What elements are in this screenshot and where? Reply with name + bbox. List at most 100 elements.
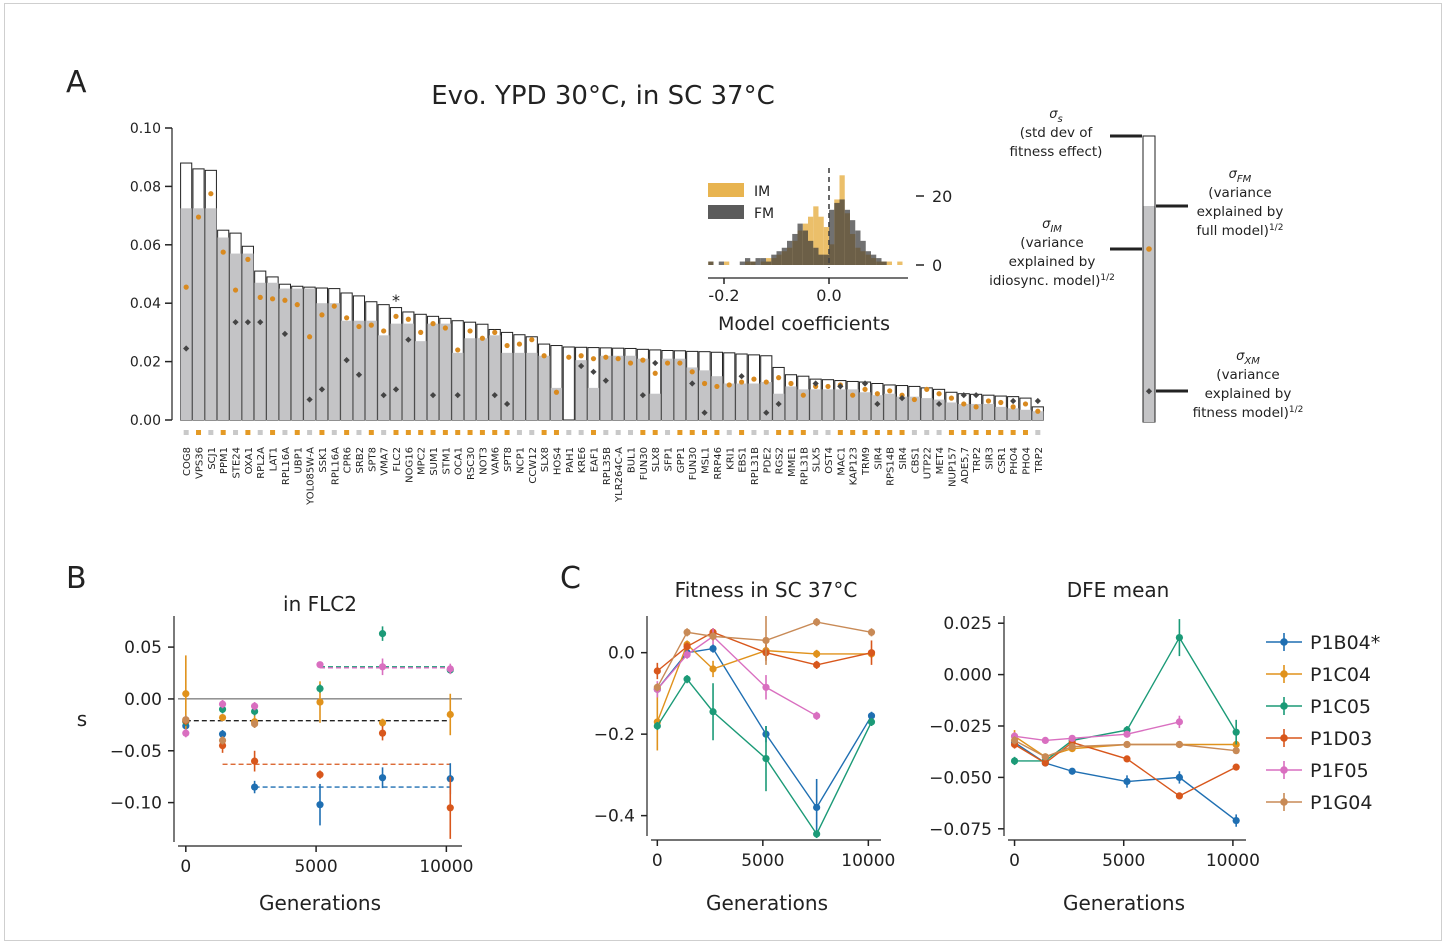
sigma-im-point bbox=[936, 391, 942, 397]
gene-label: RPL2A bbox=[256, 447, 267, 479]
panel-b-y-tick-label: 0.05 bbox=[124, 638, 162, 658]
sigma-fm-bar bbox=[661, 358, 674, 420]
sigma-fm-bar bbox=[402, 323, 414, 420]
gene-label: YOL085W-A bbox=[306, 447, 317, 506]
sigma-im-point bbox=[381, 328, 387, 334]
sigma-xm-point bbox=[281, 330, 289, 337]
inset-fm-bin bbox=[844, 209, 850, 265]
gene-category-marker bbox=[924, 430, 930, 435]
sigma-fm-bar bbox=[859, 392, 871, 420]
gene-category-marker bbox=[751, 430, 757, 435]
panel-c-right-P1F05-point bbox=[1123, 730, 1131, 738]
panel-c-left-P1D03-point bbox=[683, 642, 691, 651]
panel-c-right-line-P1F05 bbox=[1014, 721, 1180, 742]
legend-label: P1B04* bbox=[1310, 632, 1380, 654]
sigma-fm-bar bbox=[933, 399, 945, 420]
gene-category-marker bbox=[899, 430, 905, 435]
gene-category-marker bbox=[677, 430, 683, 435]
schematic-sigma-im-point bbox=[1146, 246, 1152, 252]
sigma-xm-point bbox=[343, 357, 350, 364]
gene-label: SIR3 bbox=[984, 447, 995, 470]
panel-c-right-P1C05-point bbox=[1010, 757, 1019, 765]
panel-c-right-P1D03-point bbox=[1232, 763, 1240, 771]
sigma-xm-point bbox=[392, 386, 400, 393]
panel-b-P1D03-point bbox=[218, 741, 227, 750]
inset-legend-im-label: IM bbox=[754, 184, 770, 200]
sigma-fm-bar bbox=[612, 355, 624, 420]
sigma-im-point bbox=[455, 347, 461, 353]
gene-label: LAT1 bbox=[269, 447, 280, 471]
gene-label: KAP123 bbox=[849, 447, 860, 485]
sigma-fm-bar bbox=[760, 382, 772, 420]
panel-c-right-P1B04-point bbox=[1175, 773, 1184, 782]
sigma-xm-point bbox=[1034, 397, 1041, 405]
gene-label: HOS4 bbox=[552, 447, 563, 475]
gene-label: FUN30 bbox=[639, 447, 650, 480]
sigma-fm-bar bbox=[341, 320, 353, 420]
gene-label: KRE6 bbox=[577, 447, 588, 473]
panel-c-left-line-P1F05 bbox=[656, 635, 817, 717]
gene-category-marker bbox=[726, 430, 732, 435]
sigma-fm-bar bbox=[797, 389, 809, 420]
gene-category-marker bbox=[245, 430, 251, 435]
panel-c-right-y-tick-label: −0.050 bbox=[929, 768, 992, 788]
sigma-fm-bar bbox=[279, 288, 291, 420]
inset-fm-bin bbox=[760, 258, 766, 265]
sigma-fm-bar bbox=[785, 386, 797, 420]
gene-label: MPC2 bbox=[417, 447, 428, 475]
gene-label: OST4 bbox=[824, 447, 835, 474]
gene-category-marker bbox=[763, 430, 769, 435]
schematic-sigma-fm-desc: (variance bbox=[1208, 185, 1271, 201]
sigma-xm-point bbox=[639, 392, 646, 399]
inset-fm-bin bbox=[834, 202, 840, 265]
sigma-fm-bar bbox=[1019, 409, 1032, 420]
gene-label: TRM9 bbox=[861, 447, 872, 476]
gene-category-marker bbox=[294, 430, 300, 435]
panel-c-right-line-P1C05 bbox=[1014, 636, 1237, 762]
sigma-xm-point bbox=[257, 319, 264, 326]
sigma-im-point bbox=[862, 386, 868, 392]
sigma-im-point bbox=[195, 214, 202, 220]
gene-label: OCA1 bbox=[454, 447, 465, 475]
panel-label-c: C bbox=[560, 561, 581, 596]
panel-c-left-line-P1C04 bbox=[656, 643, 872, 723]
inset-im-bin bbox=[886, 261, 892, 265]
legend-marker bbox=[1280, 670, 1288, 678]
panel-b-P1C04-point bbox=[378, 719, 387, 727]
sigma-im-point bbox=[307, 334, 313, 340]
sigma-im-point bbox=[368, 322, 374, 328]
sigma-fm-bar bbox=[427, 323, 439, 420]
sigma-fm-bar bbox=[316, 303, 328, 420]
inset-y-tick-label: 0 bbox=[932, 256, 942, 275]
panel-c-right-P1C04-point bbox=[1232, 740, 1240, 749]
panel-c-right-y-tick-label: 0.000 bbox=[943, 666, 992, 686]
inset-fm-bin bbox=[771, 254, 777, 265]
sigma-fm-bar bbox=[884, 393, 896, 420]
gene-category-marker bbox=[936, 430, 942, 435]
panel-c-right-P1G04-point bbox=[1175, 740, 1184, 749]
sigma-fm-bar bbox=[674, 358, 686, 420]
sigma-im-point bbox=[664, 360, 671, 366]
panel-c-left-x-tick-label: 10000 bbox=[841, 851, 895, 871]
gene-label: RPL16A bbox=[281, 447, 292, 485]
inset-legend-fm-swatch bbox=[708, 205, 744, 219]
gene-label: RRP46 bbox=[713, 447, 724, 480]
gene-category-marker bbox=[788, 430, 794, 435]
inset-x-tick-label: -0.2 bbox=[708, 286, 739, 305]
panel-b-P1G04-point bbox=[182, 716, 190, 724]
gene-category-marker bbox=[640, 430, 646, 435]
panel-c-left-P1C04-point bbox=[709, 665, 717, 673]
gene-category-marker bbox=[973, 430, 979, 435]
sigma-fm-bar bbox=[304, 288, 316, 420]
panel-c-left-P1F05-point bbox=[813, 712, 821, 720]
gene-category-marker bbox=[196, 430, 202, 435]
gene-category-marker bbox=[850, 430, 856, 435]
inset-fm-bin bbox=[802, 230, 808, 265]
panel-a-y-tick-label: 0.06 bbox=[130, 238, 161, 254]
gene-category-marker bbox=[393, 430, 399, 435]
sigma-fm-bar bbox=[192, 208, 205, 420]
panel-b-P1F05-point bbox=[446, 665, 454, 673]
sigma-fm-bar bbox=[958, 403, 970, 420]
gene-label: OXA1 bbox=[244, 447, 255, 474]
gene-category-marker bbox=[887, 430, 893, 435]
